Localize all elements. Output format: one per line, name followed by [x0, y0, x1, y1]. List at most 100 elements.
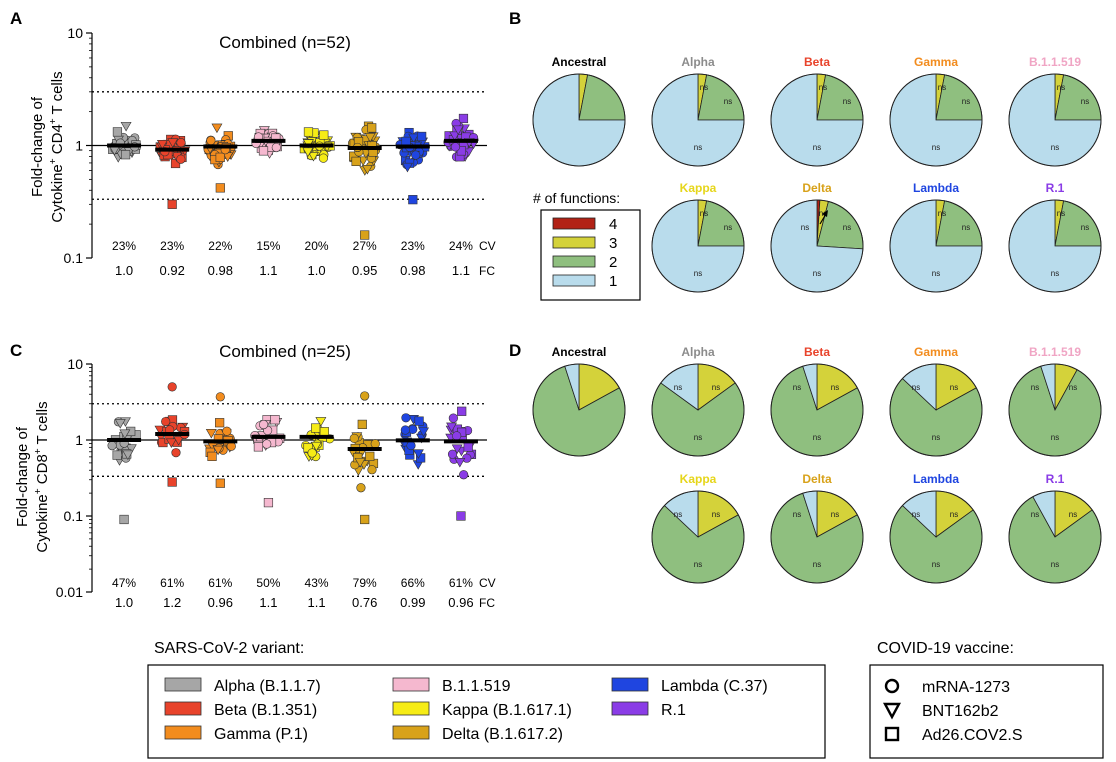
panel-letter-d: D [509, 341, 521, 360]
ns-label: ns [1031, 383, 1039, 392]
outlier-point [360, 230, 370, 240]
data-point-alpha [120, 121, 132, 132]
data-point-kappa [319, 427, 329, 437]
pie-outline [889, 490, 983, 584]
data-point-delta [365, 451, 375, 461]
data-point-kappa [319, 130, 329, 140]
y-tick-label: 0.1 [64, 250, 84, 266]
ns-label: ns [694, 143, 702, 152]
data-point-alpha [120, 150, 131, 160]
variant-swatch [164, 677, 202, 692]
ns-label: ns [700, 83, 708, 92]
data-point-beta [156, 139, 168, 150]
data-point-alpha [107, 441, 117, 451]
pie-title: Beta [804, 55, 830, 69]
panel-a-title: Combined (n=52) [219, 33, 351, 52]
ns-label: ns [950, 383, 958, 392]
cv-label: 27% [353, 239, 377, 253]
fc-label: 0.99 [400, 595, 425, 610]
cv-label: 23% [112, 239, 136, 253]
data-point-delta [364, 133, 376, 143]
ns-label: ns [1051, 269, 1059, 278]
function-legend-box [540, 209, 641, 301]
data-point-gamma [211, 123, 223, 134]
pie-title: Kappa [680, 472, 717, 486]
fc-label: 0.76 [352, 595, 377, 610]
function-legend-label: 3 [609, 235, 617, 252]
ns-label: ns [801, 223, 809, 232]
fc-label: 1.0 [308, 263, 326, 278]
outlier-point [408, 195, 418, 205]
variant-legend-label: Alpha (B.1.1.7) [214, 678, 321, 695]
ns-label: ns [932, 269, 940, 278]
pie-title: R.1 [1046, 472, 1065, 486]
panel-a-ylabel-line1: Fold-change of [29, 96, 46, 197]
function-swatch [552, 274, 596, 287]
pie-outline [770, 363, 864, 457]
cv-row-label: CV [479, 239, 496, 253]
y-tick-label: 10 [67, 25, 83, 41]
ns-label: ns [724, 97, 732, 106]
variant-legend: SARS-CoV-2 variant: Alpha (B.1.1.7) Beta … [147, 640, 826, 759]
ns-label: ns [1051, 143, 1059, 152]
ns-label: ns [813, 143, 821, 152]
data-point-r1 [450, 142, 461, 152]
pie-outline [889, 199, 983, 293]
pie-title: Beta [804, 345, 830, 359]
data-point-lambda [406, 440, 416, 451]
data-point-delta [357, 419, 367, 429]
data-point-beta [176, 154, 186, 164]
function-swatch [552, 217, 596, 230]
data-point-delta [367, 123, 377, 133]
ns-label: ns [793, 510, 801, 519]
data-point-alpha [112, 127, 123, 137]
variant-swatch [164, 725, 202, 740]
ns-label: ns [932, 560, 940, 569]
data-point-lambda [400, 425, 410, 435]
variant-legend-label: Gamma (P.1) [214, 726, 308, 743]
cv-label: 22% [208, 239, 232, 253]
data-point-lambda [408, 133, 420, 144]
fc-label: 1.1 [308, 595, 326, 610]
data-point-delta [351, 156, 361, 167]
data-point-b11519 [271, 142, 281, 153]
data-point-alpha [119, 429, 131, 440]
cv-label: 66% [401, 576, 425, 590]
variant-legend-label: Kappa (B.1.617.1) [442, 702, 572, 719]
fc-label: 0.98 [208, 263, 233, 278]
panel-a-ylabel-line2: Cytokine+ CD4+ T cells [48, 71, 66, 222]
data-point-r1 [447, 449, 458, 459]
data-point-delta [356, 483, 366, 493]
vaccine-legend-label: BNT162b2 [922, 703, 999, 720]
vaccine-legend-box [869, 664, 1104, 759]
data-point-gamma [206, 135, 216, 146]
ns-label: ns [819, 83, 827, 92]
pie-title: Ancestral [552, 345, 607, 359]
data-point-alpha [125, 444, 137, 454]
ns-label: ns [674, 383, 682, 392]
variant-legend-label: R.1 [661, 702, 686, 719]
fc-label: 0.96 [448, 595, 473, 610]
y-tick-label: 1 [75, 138, 83, 154]
fc-label: 0.96 [208, 595, 233, 610]
data-point-alpha [112, 450, 122, 460]
data-point-beta [167, 138, 179, 148]
data-point-beta [176, 138, 186, 148]
variant-swatch [392, 701, 430, 716]
data-point-b11519 [253, 442, 264, 452]
data-point-kappa [318, 153, 328, 163]
data-point-lambda [414, 416, 424, 426]
data-point-beta [165, 438, 177, 449]
data-point-gamma [215, 152, 225, 162]
data-point-delta [361, 165, 373, 175]
cv-label: 50% [256, 576, 280, 590]
function-swatch [552, 236, 596, 249]
pie-title: B.1.1.519 [1029, 55, 1081, 69]
fc-row-label: FC [479, 264, 495, 278]
data-point-b11519 [262, 439, 272, 449]
data-point-r1 [452, 125, 464, 136]
cv-label: 23% [160, 239, 184, 253]
function-swatch [552, 255, 596, 268]
variant-legend-label: Lambda (C.37) [661, 678, 768, 695]
